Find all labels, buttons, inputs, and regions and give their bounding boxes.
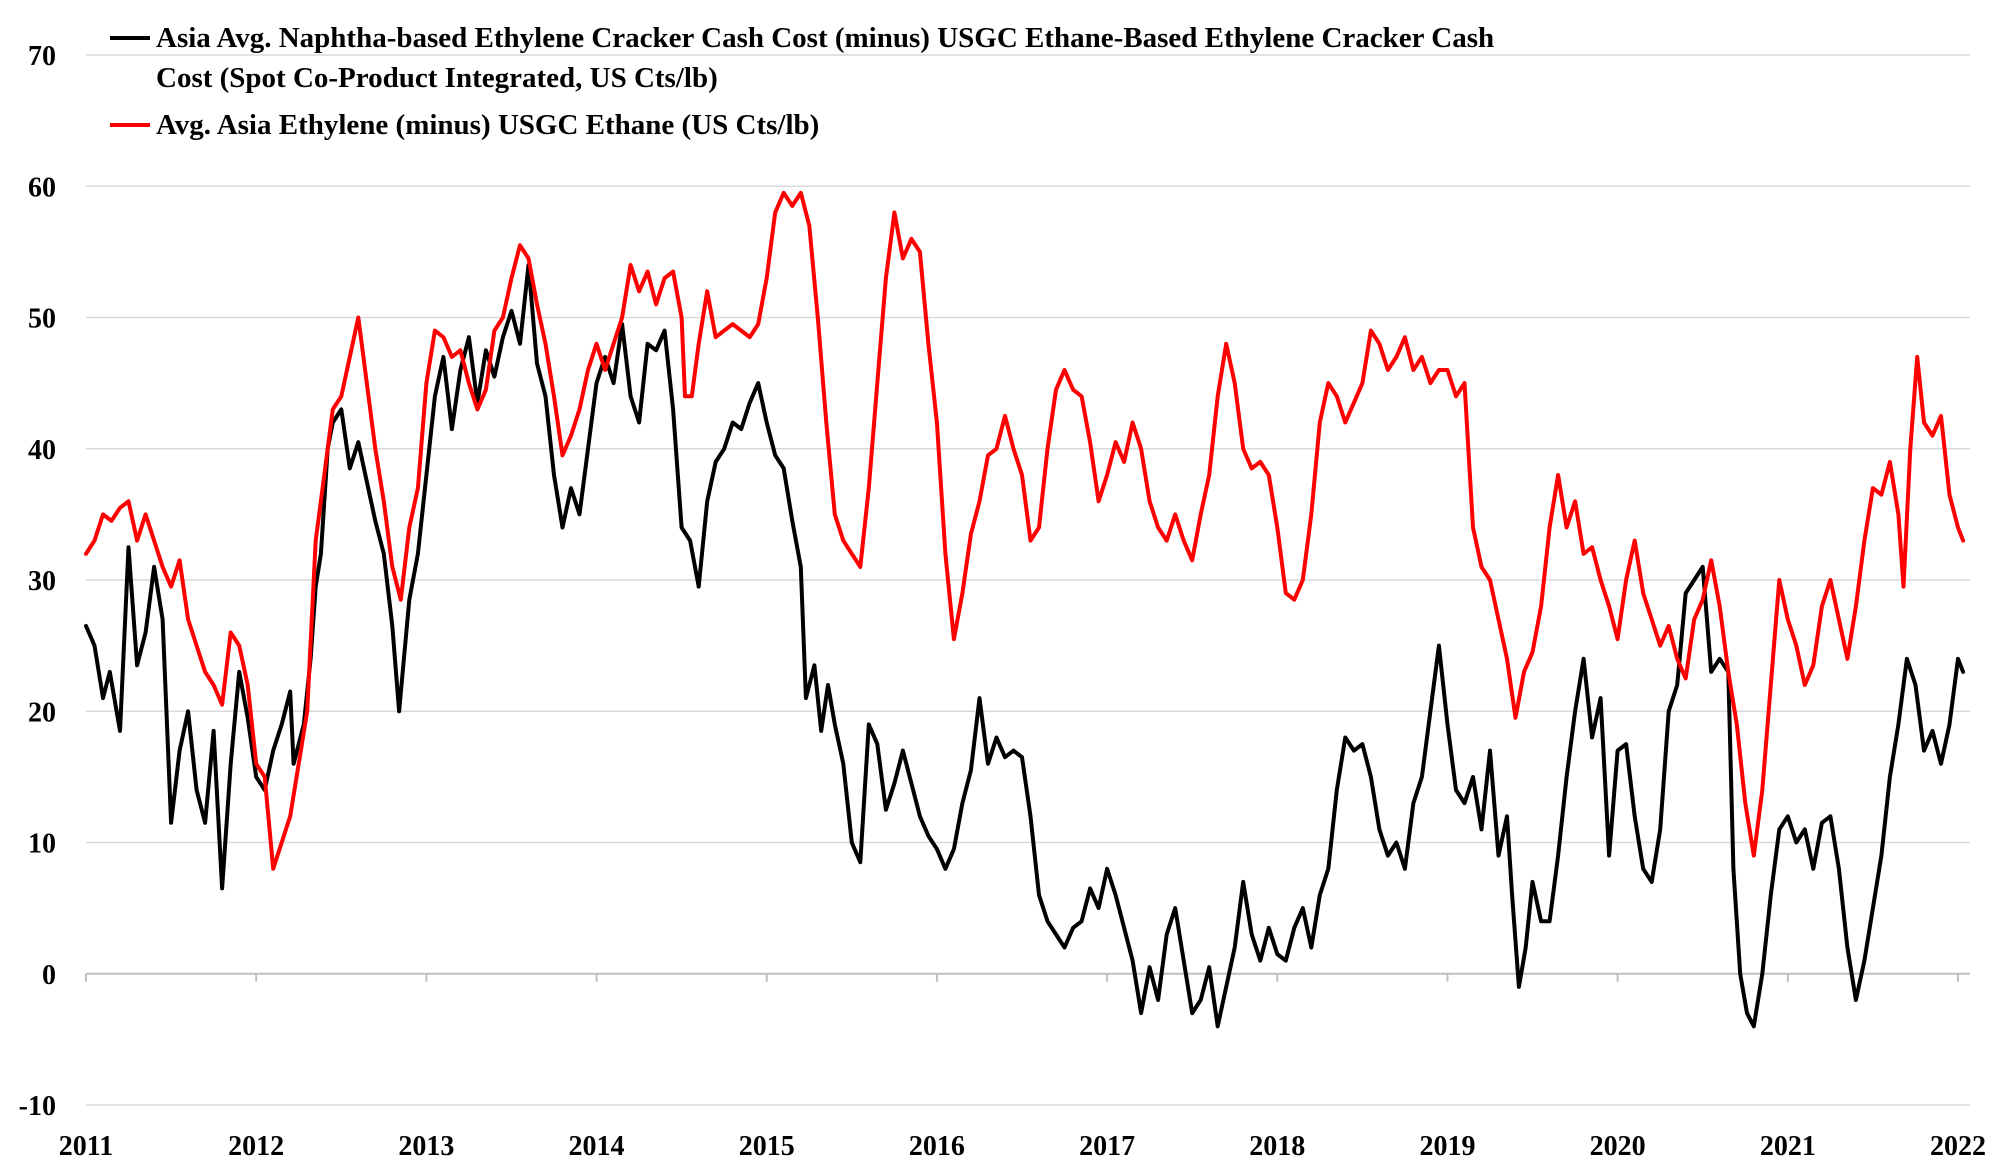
x-tick-label: 2021	[1760, 1131, 1816, 1162]
legend-label-black-line-1: Asia Avg. Naphtha-based Ethylene Cracker…	[156, 22, 1494, 54]
x-tick-label: 2016	[909, 1131, 965, 1162]
y-tick-label: -10	[19, 1091, 56, 1122]
y-tick-label: 0	[42, 960, 56, 991]
x-tick-label: 2012	[228, 1131, 284, 1162]
x-tick-label: 2014	[569, 1131, 625, 1162]
y-tick-label: 70	[28, 41, 56, 72]
black-series-line	[84, 263, 1966, 1029]
x-tick-label: 2020	[1590, 1131, 1646, 1162]
x-tick-label: 2019	[1419, 1131, 1475, 1162]
x-tick-label: 2018	[1249, 1131, 1305, 1162]
y-tick-label: 40	[28, 435, 56, 466]
y-tick-label: 50	[28, 304, 56, 335]
legend-label-black-line-2: Cost (Spot Co-Product Integrated, US Cts…	[156, 62, 718, 94]
red-series-line	[84, 190, 1966, 871]
x-tick-label: 2017	[1079, 1131, 1135, 1162]
legend: Asia Avg. Naphtha-based Ethylene Cracker…	[110, 22, 1494, 141]
y-tick-label: 30	[28, 566, 56, 597]
x-tick-label: 2013	[398, 1131, 454, 1162]
x-tick-label: 2015	[739, 1131, 795, 1162]
gridlines	[86, 54, 1970, 1106]
legend-label-red: Avg. Asia Ethylene (minus) USGC Ethane (…	[156, 109, 819, 141]
y-tick-label: 60	[28, 172, 56, 203]
series-layer	[84, 190, 1966, 1029]
x-tick-label: 2022	[1930, 1131, 1986, 1162]
y-tick-label: 10	[28, 829, 56, 860]
y-tick-label: 20	[28, 697, 56, 728]
x-tick-label: 2011	[59, 1131, 113, 1162]
